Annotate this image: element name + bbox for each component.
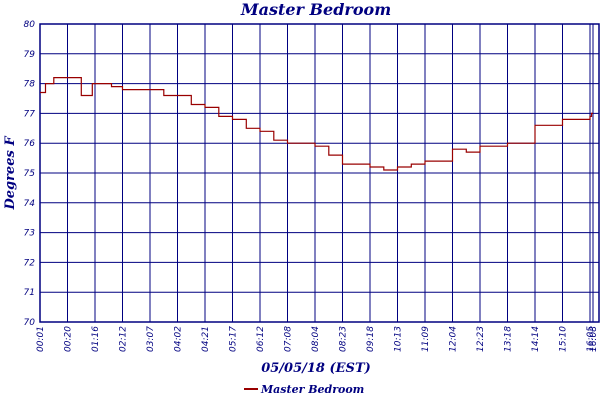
x-tick-label: 06:12	[256, 326, 266, 352]
legend-label: Master Bedroom	[260, 383, 364, 396]
x-tick-label: 03:07	[146, 326, 156, 352]
y-tick-label: 70	[24, 318, 36, 328]
x-tick-label: 12:04	[449, 326, 459, 352]
y-tick-labels: 70 71 72 73 74 75 76 77 78 79 80	[24, 20, 36, 328]
x-axis-title: 05/05/18 (EST)	[261, 361, 371, 376]
y-tick-label: 73	[24, 229, 36, 239]
x-tick-label: 11:09	[421, 326, 431, 352]
x-tick-label: 10:13	[394, 326, 404, 352]
x-tick-label: 05:17	[229, 326, 239, 352]
x-tick-label: 01:16	[91, 326, 101, 352]
y-tick-label: 71	[24, 288, 35, 298]
x-tick-label: 16:08	[589, 326, 599, 352]
y-tick-label: 75	[24, 169, 36, 179]
x-tick-labels: 00:01 00:20 01:16 02:12 03:07 04:02 04:21 05:17…	[36, 326, 599, 352]
x-tick-label: 00:20	[64, 326, 74, 352]
y-tick-label: 72	[24, 258, 36, 268]
x-tick-label: 13:18	[504, 326, 514, 352]
x-tick-label: 04:02	[174, 326, 184, 352]
x-tick-label: 02:12	[119, 326, 129, 352]
x-tick-label: 08:04	[311, 326, 321, 352]
x-tick-label: 04:21	[201, 326, 211, 352]
series-line-0	[40, 77, 593, 171]
x-tick-label: 16:05	[586, 326, 596, 352]
y-axis-title: Degrees F	[3, 136, 18, 211]
y-tick-label: 80	[24, 20, 36, 30]
x-tick-label: 12:23	[476, 326, 486, 352]
x-tick-label: 08:23	[339, 326, 349, 352]
x-tick-label: 14:14	[531, 326, 541, 352]
legend: Master Bedroom	[244, 383, 364, 396]
vertical-gridlines	[39, 24, 594, 322]
x-tick-label: 15:10	[559, 326, 569, 352]
x-tick-label: 09:18	[366, 326, 376, 352]
x-tick-label: 07:08	[284, 326, 294, 352]
chart-title: Master Bedroom	[240, 0, 391, 19]
y-tick-label: 76	[24, 139, 36, 149]
y-tick-label: 79	[24, 50, 36, 60]
y-tick-label: 74	[24, 199, 36, 209]
x-tick-label: 00:01	[36, 326, 46, 352]
series-layer	[40, 77, 593, 171]
plot-border	[39, 23, 600, 323]
y-tick-label: 78	[24, 80, 36, 90]
y-tick-label: 77	[24, 109, 36, 119]
